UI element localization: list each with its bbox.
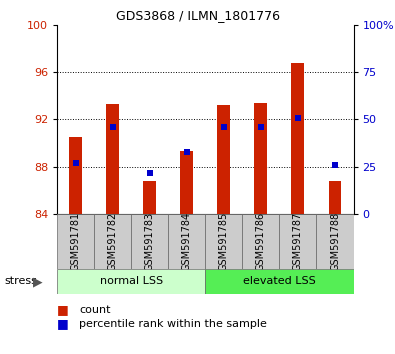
Point bbox=[147, 170, 153, 175]
Bar bbox=[181, 152, 194, 214]
Bar bbox=[69, 137, 82, 214]
Text: normal LSS: normal LSS bbox=[100, 276, 163, 286]
Text: GSM591782: GSM591782 bbox=[108, 212, 118, 271]
Text: GSM591783: GSM591783 bbox=[145, 212, 155, 271]
Text: count: count bbox=[79, 305, 111, 315]
Bar bbox=[316, 214, 354, 269]
Text: GSM591786: GSM591786 bbox=[256, 212, 266, 271]
Bar bbox=[254, 103, 267, 214]
Text: ■: ■ bbox=[57, 318, 69, 330]
Text: GSM591784: GSM591784 bbox=[182, 212, 192, 271]
Bar bbox=[57, 214, 94, 269]
Bar bbox=[143, 181, 156, 214]
Point bbox=[110, 124, 116, 130]
Text: ■: ■ bbox=[57, 303, 69, 316]
Bar bbox=[57, 269, 205, 294]
Text: GSM591785: GSM591785 bbox=[219, 212, 229, 271]
Point bbox=[221, 124, 227, 130]
Bar bbox=[106, 104, 119, 214]
Text: GSM591781: GSM591781 bbox=[71, 212, 81, 271]
Text: stress: stress bbox=[4, 276, 37, 286]
Bar bbox=[132, 214, 168, 269]
Bar bbox=[292, 63, 305, 214]
Text: GDS3868 / ILMN_1801776: GDS3868 / ILMN_1801776 bbox=[115, 9, 280, 22]
Text: GSM591787: GSM591787 bbox=[293, 212, 303, 271]
Point bbox=[73, 160, 79, 166]
Point bbox=[295, 115, 301, 120]
Bar bbox=[329, 181, 342, 214]
Bar bbox=[280, 214, 316, 269]
Point bbox=[184, 149, 190, 154]
Bar bbox=[217, 105, 230, 214]
Bar bbox=[243, 214, 280, 269]
Point bbox=[332, 162, 338, 168]
Bar bbox=[168, 214, 205, 269]
Bar bbox=[94, 214, 131, 269]
Text: percentile rank within the sample: percentile rank within the sample bbox=[79, 319, 267, 329]
Point bbox=[258, 124, 264, 130]
Text: GSM591788: GSM591788 bbox=[330, 212, 340, 271]
Text: ▶: ▶ bbox=[33, 275, 42, 288]
Bar bbox=[205, 214, 243, 269]
Bar bbox=[205, 269, 354, 294]
Text: elevated LSS: elevated LSS bbox=[243, 276, 316, 286]
